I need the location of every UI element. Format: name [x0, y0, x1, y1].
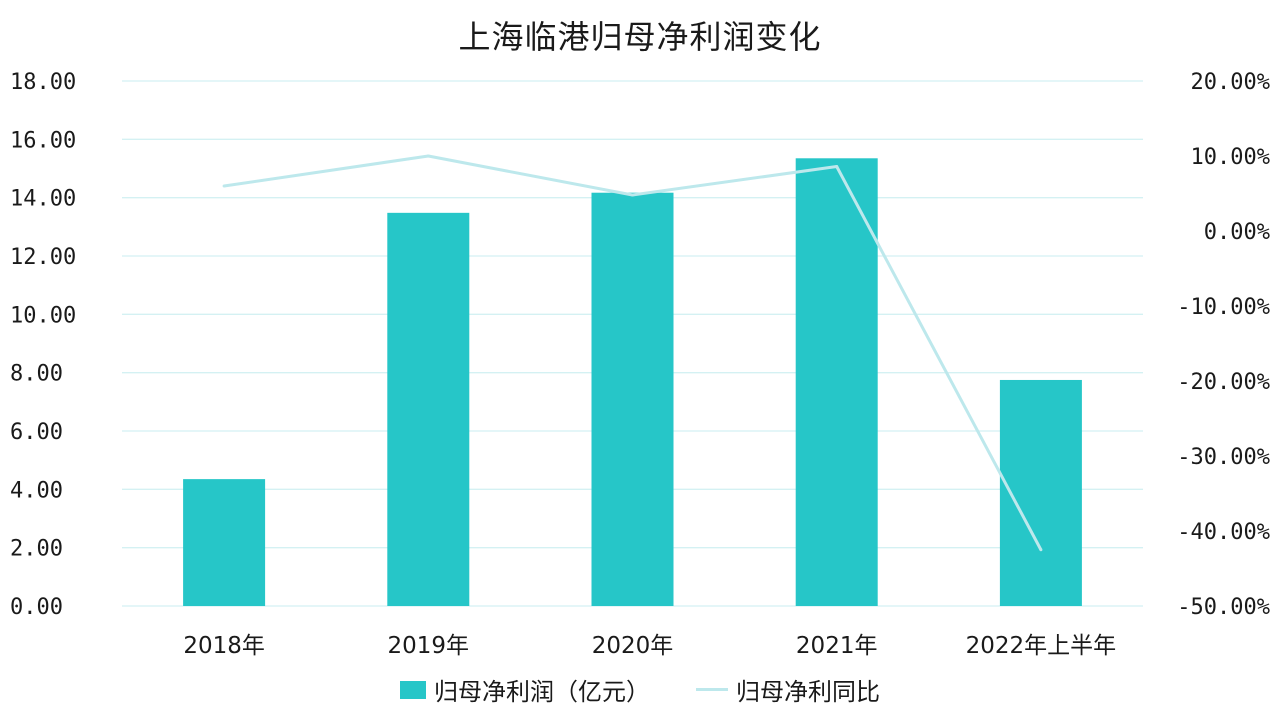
line-point — [835, 165, 839, 168]
bar — [387, 212, 470, 607]
left-axis-tick-label: 16.00 — [10, 128, 76, 153]
legend-item-bar: 归母净利润（亿元） — [400, 672, 650, 707]
line-point — [1039, 548, 1043, 552]
category-tick-label: 2021年 — [796, 633, 878, 659]
category-tick-label: 2019年 — [388, 633, 470, 659]
right-axis-tick-label: 0.00% — [1204, 220, 1270, 245]
left-axis-tick-label: 12.00 — [10, 245, 76, 270]
left-axis-tick-label: 8.00 — [10, 362, 63, 387]
legend-swatch-bar — [400, 680, 426, 699]
legend-label-bar: 归母净利润（亿元） — [434, 678, 650, 706]
right-axis-tick-label: 20.00% — [1191, 70, 1270, 95]
legend-item-line: 归母净利同比 — [696, 672, 880, 707]
bar — [183, 479, 266, 606]
bar — [795, 158, 878, 606]
right-axis-tick-label: -20.00% — [1177, 370, 1270, 395]
left-axis-tick-label: 6.00 — [10, 420, 63, 445]
left-axis-tick-label: 10.00 — [10, 303, 76, 328]
left-axis-tick-label: 0.00 — [10, 595, 63, 620]
right-axis-ticks: -50.00% -40.00% -30.00% -20.00% -10.00% 0.00%… — [1177, 70, 1270, 620]
line-series — [222, 154, 1043, 552]
line-point — [426, 154, 430, 158]
right-axis-tick-label: -10.00% — [1177, 295, 1270, 320]
category-tick-label: 2018年 — [183, 633, 265, 659]
right-axis-tick-label: 10.00% — [1191, 145, 1270, 170]
left-axis-ticks: 0.00 2.00 4.00 6.00 8.00 10.00 12.00 14.00 16.00… — [10, 70, 76, 620]
legend: 归母净利润（亿元） 归母净利同比 — [0, 672, 1280, 707]
category-tick-label: 2022年上半年 — [966, 633, 1117, 659]
legend-label-line: 归母净利同比 — [736, 678, 880, 706]
line-point — [631, 193, 634, 197]
category-axis-labels: 2018年 2019年 2020年 2021年 2022年上半年 — [183, 633, 1116, 659]
left-axis-tick-label: 18.00 — [10, 70, 76, 95]
left-axis-tick-label: 14.00 — [10, 187, 76, 212]
bar — [999, 379, 1082, 606]
right-axis-tick-label: -30.00% — [1177, 445, 1270, 470]
chart-title: 上海临港归母净利润变化 — [458, 18, 822, 56]
category-tick-label: 2020年 — [592, 633, 674, 659]
legend-swatch-line — [696, 688, 728, 691]
left-axis-tick-label: 2.00 — [10, 537, 63, 562]
left-axis-tick-label: 4.00 — [10, 478, 63, 503]
bar — [591, 192, 674, 607]
right-axis-tick-label: -50.00% — [1177, 595, 1270, 620]
line-point — [222, 184, 226, 188]
bar-series — [183, 158, 1082, 607]
right-axis-tick-label: -40.00% — [1177, 520, 1270, 545]
